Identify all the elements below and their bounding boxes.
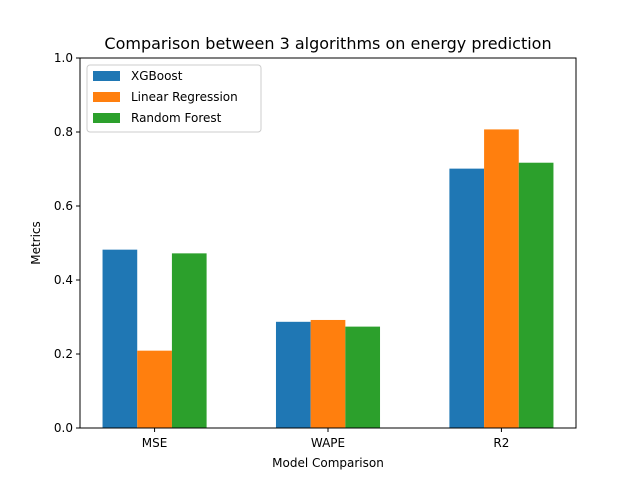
legend-label: Random Forest — [131, 111, 222, 125]
bar-mse-series-3 — [171, 253, 207, 428]
legend-box — [86, 64, 262, 133]
bar-wape-series-1 — [275, 321, 311, 428]
y-tick-label: 1.0 — [54, 51, 73, 65]
legend-swatch — [93, 113, 120, 123]
bars-group — [102, 129, 554, 428]
legend-label: Linear Regression — [131, 90, 238, 104]
legend-label: XGBoost — [131, 69, 183, 83]
x-axis: MSE WAPE R2 — [142, 428, 509, 450]
y-tick-label: 0.0 — [54, 421, 73, 435]
y-axis-label: Metrics — [29, 221, 43, 265]
x-tick-label: R2 — [493, 436, 509, 450]
bar-mse-series-2 — [137, 350, 172, 428]
bar-r2-series-1 — [449, 168, 485, 428]
bar-r2-series-2 — [484, 129, 519, 428]
y-tick-label: 0.4 — [54, 273, 73, 287]
y-axis: 0.0 0.2 0.4 0.6 0.8 1.0 — [54, 51, 80, 435]
bar-wape-series-2 — [310, 319, 346, 428]
bar-r2-series-3 — [518, 162, 554, 428]
y-tick-label: 0.8 — [54, 125, 73, 139]
plot-frame — [79, 57, 577, 429]
bar-wape-series-3 — [345, 326, 381, 428]
x-axis-label: Model Comparison — [272, 456, 384, 470]
chart-title: Comparison between 3 algorithms on energ… — [104, 34, 551, 53]
bar-mse-series-1 — [102, 249, 138, 428]
legend-swatch — [93, 71, 120, 81]
legend: XGBoost Linear Regression Random Forest — [86, 64, 262, 133]
legend-swatch — [93, 92, 120, 102]
x-tick-label: WAPE — [311, 436, 345, 450]
y-tick-label: 0.2 — [54, 347, 73, 361]
x-tick-label: MSE — [142, 436, 168, 450]
y-tick-label: 0.6 — [54, 199, 73, 213]
